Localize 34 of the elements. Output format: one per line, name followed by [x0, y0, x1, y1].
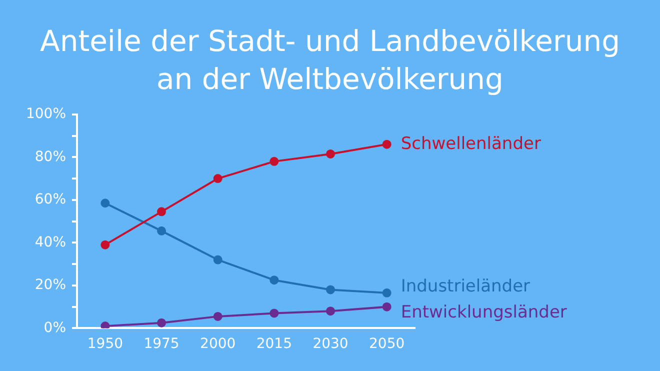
- series-label: Entwicklungsländer: [400, 302, 567, 322]
- series-label: Industrieländer: [400, 276, 530, 296]
- point: [270, 276, 279, 285]
- chart-title: Anteile der Stadt- und Landbevölkerung an der Weltbevölkerung: [38, 23, 621, 98]
- point: [100, 198, 110, 208]
- point: [382, 288, 392, 298]
- point: [100, 322, 110, 328]
- y-tick-label: 80%: [34, 148, 66, 165]
- y-tick-label: 60%: [34, 192, 66, 208]
- y-tick-label: 40%: [34, 234, 66, 250]
- x-tick-label: 2050: [369, 336, 405, 352]
- point: [213, 255, 222, 264]
- x-tick-label: 2000: [200, 336, 236, 352]
- point: [326, 285, 336, 294]
- point: [213, 312, 222, 321]
- point: [157, 207, 166, 216]
- point: [270, 156, 279, 166]
- x-tick-label: 2015: [256, 336, 292, 352]
- point: [382, 302, 392, 312]
- point: [270, 308, 279, 318]
- y-tick-label: 20%: [34, 277, 66, 294]
- point: [382, 140, 392, 149]
- point: [100, 240, 110, 250]
- x-tick-label: 2030: [312, 336, 348, 352]
- point: [157, 318, 166, 328]
- point: [326, 149, 336, 158]
- series-label: Schwellenländer: [400, 134, 541, 154]
- point: [326, 306, 336, 316]
- point: [157, 226, 166, 236]
- point: [213, 174, 222, 184]
- x-tick-label: 1950: [87, 336, 124, 352]
- y-tick-label: 0%: [44, 320, 66, 336]
- y-tick-label: 100%: [26, 106, 66, 122]
- x-tick-label: 1975: [144, 336, 180, 352]
